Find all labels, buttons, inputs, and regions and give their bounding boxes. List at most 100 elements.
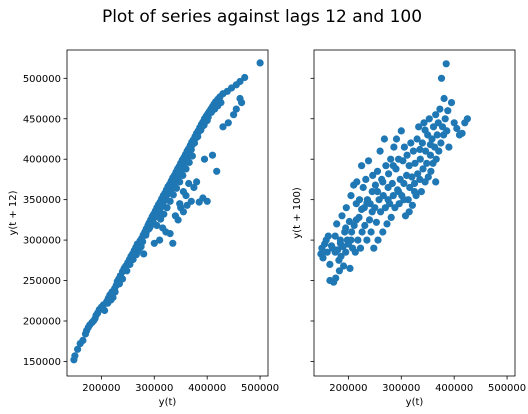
scatter-point xyxy=(346,264,354,272)
y-axis-label: y(t + 12) xyxy=(8,190,19,235)
scatter-point xyxy=(188,152,196,160)
scatter-point xyxy=(353,178,361,186)
scatter-point xyxy=(326,260,334,268)
scatter-point xyxy=(421,126,429,134)
scatter-point xyxy=(368,188,376,196)
scatter-point xyxy=(359,183,367,192)
scatter-point xyxy=(397,127,405,135)
scatter-point xyxy=(187,197,195,205)
y-tick-label: 250000 xyxy=(23,276,61,287)
scatter-point xyxy=(426,151,434,159)
scatter-point xyxy=(379,192,387,200)
scatter-point xyxy=(395,200,403,208)
x-tick-label: 300000 xyxy=(135,383,173,394)
scatter-point xyxy=(369,171,377,179)
scatter-point xyxy=(236,77,244,86)
scatter-point xyxy=(426,141,434,149)
scatter-point xyxy=(382,162,390,170)
scatter-point xyxy=(408,201,416,209)
scatter-point xyxy=(361,221,369,230)
scatter-point xyxy=(379,178,387,186)
scatter-point xyxy=(340,262,348,270)
scatter-point xyxy=(182,165,190,173)
scatter-point xyxy=(400,143,408,151)
scatter-point xyxy=(176,178,184,186)
plot-frame xyxy=(313,49,516,377)
scatter-point xyxy=(118,275,127,283)
scatter-point xyxy=(435,147,443,155)
scatter-point xyxy=(415,123,423,131)
x-axis: 200000 300000 400000 500000 xyxy=(329,376,526,394)
scatter-point xyxy=(424,173,432,181)
scatter-point xyxy=(447,99,456,107)
scatter-point xyxy=(213,167,221,175)
scatter-point xyxy=(338,212,346,220)
scatter-point xyxy=(111,288,119,296)
scatter-point xyxy=(347,192,355,200)
scatter-point xyxy=(425,115,433,123)
scatter-point xyxy=(445,143,453,151)
scatter-point xyxy=(442,60,450,68)
scatter-point xyxy=(374,236,382,244)
scatter-point xyxy=(367,228,375,236)
scatter-point xyxy=(200,155,209,163)
scatter-point xyxy=(352,216,360,224)
scatter-point xyxy=(418,139,426,147)
scatter-point xyxy=(377,208,385,216)
scatter-point xyxy=(372,218,380,226)
scatter-point xyxy=(400,179,408,188)
scatter-point xyxy=(443,127,451,135)
scatter-point xyxy=(376,147,384,155)
scatter-point xyxy=(156,236,164,244)
scatter-points xyxy=(317,60,471,286)
scatter-point xyxy=(373,188,382,196)
scatter-point xyxy=(71,352,79,360)
scatter-point xyxy=(132,251,140,259)
x-tick-label: 200000 xyxy=(82,383,120,394)
scatter-point xyxy=(350,221,358,230)
scatter-point xyxy=(358,228,366,236)
x-tick-label: 500000 xyxy=(488,383,526,394)
scatter-point xyxy=(432,155,440,163)
plot-frame xyxy=(66,49,269,377)
scatter-point xyxy=(389,192,397,200)
scatter-point xyxy=(436,105,444,113)
scatter-point xyxy=(194,133,202,141)
scatter-point xyxy=(331,248,339,256)
scatter-point xyxy=(463,115,471,123)
scatter-point xyxy=(342,204,350,212)
scatter-point xyxy=(123,267,131,275)
scatter-point xyxy=(208,151,217,159)
scatter-point xyxy=(241,73,249,82)
scatter-point xyxy=(163,204,171,212)
scatter-point xyxy=(362,175,370,183)
scatter-point xyxy=(348,228,356,236)
scatter-point xyxy=(358,205,366,213)
y-tick-label: 150000 xyxy=(23,357,61,368)
scatter-point xyxy=(107,296,115,304)
scatter-point xyxy=(389,162,397,170)
scatter-point xyxy=(407,139,415,147)
scatter-point xyxy=(387,155,395,163)
scatter-point xyxy=(337,252,345,260)
x-tick-label: 500000 xyxy=(241,383,279,394)
scatter-point xyxy=(230,111,238,119)
scatter-point xyxy=(179,171,187,179)
scatter-point xyxy=(432,178,440,186)
scatter-point xyxy=(332,274,340,282)
scatter-point xyxy=(182,192,190,200)
scatter-point xyxy=(224,119,232,127)
scatter-point xyxy=(450,119,458,127)
scatter-point xyxy=(355,196,364,204)
scatter-point xyxy=(444,107,452,115)
scatter-point xyxy=(409,147,417,155)
scatter-point xyxy=(384,196,392,204)
scatter-point xyxy=(238,99,246,107)
scatter-point xyxy=(150,239,158,247)
scatter-panel-lag-12: 200000 300000 400000 500000 150000 200000 250… xyxy=(8,49,279,408)
scatter-point xyxy=(405,162,413,170)
scatter-point xyxy=(408,173,416,181)
scatter-point xyxy=(437,74,446,82)
scatter-point xyxy=(140,250,148,258)
scatter-point xyxy=(399,157,407,165)
